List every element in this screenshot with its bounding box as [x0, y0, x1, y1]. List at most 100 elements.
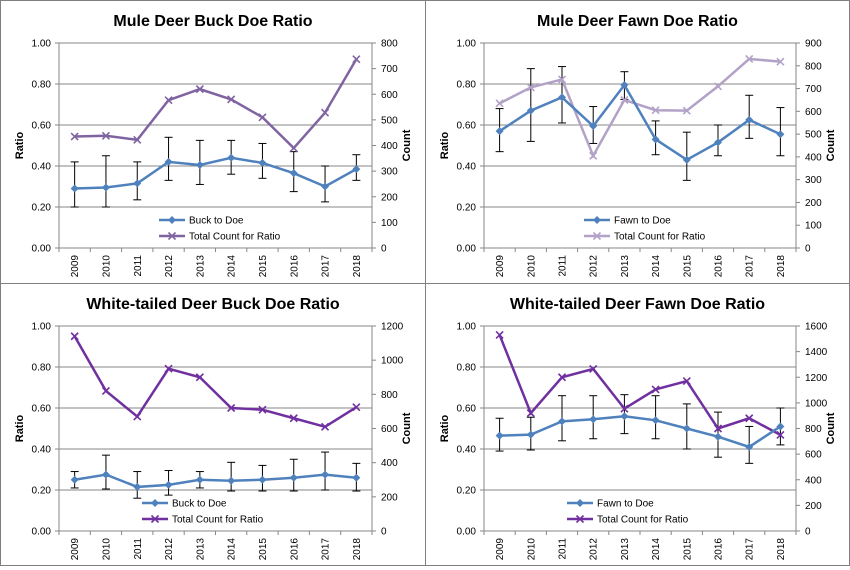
y2-tick-label: 300	[381, 167, 398, 178]
data-point-count	[651, 385, 660, 394]
chart-svg: Mule Deer Buck Doe Ratio 0.00 0.20 0.40 0.60…	[14, 13, 413, 278]
y2-tick-label: 400	[381, 458, 398, 469]
data-point-count	[776, 430, 785, 439]
x-marker-stroke	[651, 106, 660, 115]
y-tick-label: 0.20	[32, 203, 52, 214]
series-line-ratio	[74, 473, 357, 489]
data-point-count	[495, 99, 504, 108]
x-tick-label: 2013	[620, 538, 631, 561]
y-tick-label: 1.00	[32, 39, 52, 50]
x-tick-label: 2017	[745, 255, 756, 278]
y2-axis-title: Count	[401, 412, 413, 444]
y2-tick-label: 600	[805, 450, 822, 461]
legend-item: Total Count for Ratio	[567, 515, 689, 526]
data-point-ratio	[70, 475, 79, 484]
data-point-ratio	[164, 480, 173, 489]
x-tick-label: 2018	[776, 255, 787, 278]
x-tick-label: 2017	[745, 538, 756, 561]
y-tick-label: 1.00	[32, 322, 52, 333]
y-tick-label: 0.00	[32, 244, 52, 255]
data-point-ratio	[589, 415, 598, 424]
data-point-ratio	[714, 432, 722, 441]
x-marker-stroke	[620, 404, 629, 413]
x-tick-label: 2014	[651, 538, 662, 561]
x-tick-label: 2011	[133, 255, 144, 277]
x-tick-label: 2012	[164, 538, 175, 561]
legend-item: Buck to Doe	[142, 499, 227, 510]
x-tick-label: 2010	[101, 255, 112, 278]
x-marker-stroke	[557, 75, 567, 84]
y2-tick-label: 1000	[805, 398, 828, 409]
x-marker-stroke	[682, 377, 691, 386]
chart-panel-mule-fawn: Mule Deer Fawn Doe Ratio 0.00 0.20 0.40 0.60…	[425, 0, 850, 284]
data-point-count	[320, 108, 330, 117]
data-point-count	[713, 82, 723, 91]
y2-tick-label: 1200	[381, 322, 404, 333]
data-point-count	[101, 386, 111, 395]
data-point-ratio	[776, 422, 785, 431]
data-point-count	[195, 85, 204, 94]
y-tick-label: 0.00	[457, 244, 477, 255]
data-point-ratio	[133, 482, 142, 491]
x-tick-label: 2015	[682, 538, 693, 561]
data-point-ratio	[714, 138, 722, 147]
x-marker-stroke	[776, 430, 785, 439]
y-tick-label: 0.40	[457, 162, 477, 173]
legend-label: Total Count for Ratio	[614, 232, 706, 243]
legend-marker	[168, 216, 176, 224]
legend-marker	[575, 514, 585, 524]
x-marker-stroke	[776, 57, 785, 66]
legend-marker	[592, 231, 602, 241]
data-point-count	[258, 405, 267, 414]
x-tick-label: 2010	[526, 538, 537, 561]
y2-tick-label: 500	[805, 130, 822, 141]
y-tick-label: 0.20	[457, 486, 477, 497]
legend-label: Fawn to Doe	[597, 499, 654, 510]
series-line-count	[73, 335, 358, 429]
x-tick-label: 2011	[133, 538, 144, 560]
x-tick-label: 2016	[714, 538, 725, 561]
chart-svg: White-tailed Deer Fawn Doe Ratio 0.00 0.20…	[439, 296, 837, 561]
y2-axis-title: Count	[825, 412, 837, 444]
chart-panel-whitetail-fawn: White-tailed Deer Fawn Doe Ratio 0.00 0.20…	[425, 283, 850, 566]
data-point-ratio	[227, 153, 236, 162]
chart-svg: White-tailed Deer Buck Doe Ratio 0.00 0.20…	[14, 296, 413, 561]
legend-label: Buck to Doe	[172, 499, 227, 510]
y2-tick-label: 800	[805, 61, 822, 72]
x-tick-label: 2013	[195, 255, 206, 278]
y2-tick-label: 700	[805, 84, 822, 95]
chart-title: White-tailed Deer Buck Doe Ratio	[86, 296, 340, 313]
y-tick-label: 1.00	[457, 39, 477, 50]
x-tick-label: 2016	[289, 538, 300, 561]
data-point-ratio	[526, 106, 535, 115]
y2-tick-label: 800	[381, 39, 398, 50]
data-point-count	[70, 332, 79, 341]
x-marker-stroke	[164, 364, 173, 373]
x-marker-stroke	[70, 332, 79, 341]
x-marker-stroke	[589, 151, 598, 160]
data-point-ratio	[526, 430, 535, 439]
x-marker-stroke	[526, 83, 535, 92]
data-point-ratio	[682, 155, 691, 164]
legend-item: Buck to Doe	[159, 216, 244, 227]
x-tick-label: 2013	[620, 255, 631, 278]
chart-panel-mule-buck: Mule Deer Buck Doe Ratio 0.00 0.20 0.40 0.60…	[0, 0, 426, 284]
data-point-ratio	[289, 473, 298, 482]
legend-item: Total Count for Ratio	[142, 515, 264, 526]
y-tick-label: 0.60	[457, 121, 477, 132]
x-marker-stroke	[713, 82, 723, 91]
y2-tick-label: 600	[381, 90, 398, 101]
x-tick-label: 2014	[651, 255, 662, 278]
x-marker-stroke	[227, 95, 236, 104]
y-tick-label: 0.60	[32, 121, 52, 132]
x-tick-label: 2014	[227, 255, 238, 278]
x-marker-stroke	[352, 55, 361, 64]
y-tick-label: 0.40	[457, 445, 477, 456]
data-point-count	[133, 135, 142, 144]
x-tick-label: 2010	[101, 538, 112, 561]
data-point-ratio	[352, 165, 361, 174]
data-point-ratio	[321, 182, 330, 191]
x-marker-stroke	[745, 54, 754, 64]
x-marker-stroke	[352, 403, 361, 412]
x-marker-stroke	[557, 373, 567, 382]
